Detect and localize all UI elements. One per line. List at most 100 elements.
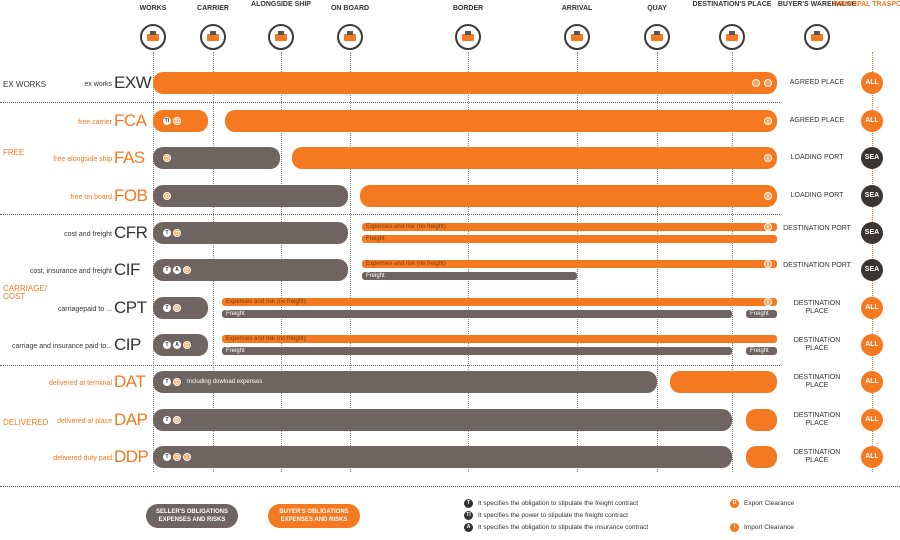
row-code-cpt: CPT [114, 298, 147, 317]
transport-badge-cfr: SEA [861, 222, 883, 244]
import-mark-fob: I [764, 192, 772, 200]
bar-cif-risk-label: Expenses and risk (no freight) [366, 261, 446, 267]
crane-icon-body [275, 34, 287, 41]
column-title-arrival: ARRIVAL [561, 5, 593, 12]
crane-icon-top [654, 31, 660, 35]
bar-fca-buyer [225, 110, 777, 132]
legend-export-icon: D [730, 499, 739, 508]
clearance-mark-cip-3: D [183, 341, 191, 349]
delivery-place-fob: LOADING PORT [790, 192, 844, 199]
bar-fob-seller [153, 185, 348, 207]
row-name-fca: free carrier [78, 119, 112, 126]
column-guide-onboard [350, 52, 351, 472]
bar-cif-seller [153, 259, 348, 281]
row-code-ddp: DDP [114, 447, 149, 466]
clearance-mark-cpt-1: T [163, 304, 171, 312]
column-title-carrier: CARRIER [197, 5, 229, 12]
transport-badge-fca: ALL [861, 110, 883, 132]
truck-loading-icon-top [210, 31, 216, 35]
delivery-place-exw: AGREED PLACE [789, 79, 845, 86]
legend-seller: SELLER'S OBLIGATIONS EXPENSES AND RISKS [146, 504, 238, 528]
clearance-mark-exw-d [752, 79, 760, 87]
delivery-place-dat: DESTINATION PLACE [793, 374, 841, 389]
row-name-exw: ex works [84, 81, 112, 88]
warehouse-icon-body [811, 34, 823, 41]
row-code-dap: DAP [114, 410, 148, 429]
truck-loading-icon [200, 24, 226, 50]
bar-cfr-freight [362, 235, 777, 243]
row-code-cip: CIP [114, 335, 141, 354]
row-name-cfr: cost and freight [64, 231, 112, 238]
clearance-mark-fob-1: D [163, 192, 171, 200]
warehouse-icon [804, 24, 830, 50]
target-icon [719, 24, 745, 50]
clearance-mark-fca-1: TI [163, 117, 171, 125]
bar-cif-freight-label: Freight [366, 273, 385, 279]
bar-dap-seller [153, 409, 732, 431]
legend-buyer-text: BUYER'S OBLIGATIONS EXPENSES AND RISKS [279, 509, 349, 523]
factory-icon [140, 24, 166, 50]
clearance-mark-cip-2: A [173, 341, 181, 349]
bar-cfr-risk-label: Expenses and risk (no freight) [366, 224, 446, 230]
factory-icon-body [147, 34, 159, 41]
bar-dap-buyer [746, 409, 777, 431]
row-code-fob: FOB [114, 186, 148, 205]
clearance-mark-ddp-1: T [163, 453, 171, 461]
row-code-exw: EXW [114, 73, 152, 92]
transport-badge-cip: ALL [861, 334, 883, 356]
column-title-quay: QUAY [647, 5, 667, 12]
clearance-mark-dat-2: D [173, 378, 181, 386]
bar-cip-freight2-label: Freight [750, 348, 769, 354]
column-guide-works [153, 52, 154, 472]
column-title-alongside: ALONGSIDE SHIP [251, 1, 311, 8]
group-separator-1 [0, 102, 780, 103]
ship-arrival-icon [564, 24, 590, 50]
row-code-dat: DAT [114, 372, 146, 391]
legend-note-3: It specifies the obligation to stipulate… [478, 524, 649, 531]
border-icon [455, 24, 481, 50]
transport-badge-dap: ALL [861, 409, 883, 431]
border-icon-body [462, 34, 474, 41]
clearance-mark-fas-1: D [163, 154, 171, 162]
bar-fas-buyer [292, 147, 777, 169]
legend-export-text: Export Clearance [744, 500, 795, 507]
delivery-place-cfr: DESTINATION PORT [783, 225, 851, 232]
group-separator-2 [0, 214, 780, 215]
column-title-works: WORKS [139, 5, 167, 12]
factory-icon-top [150, 31, 156, 35]
clearance-mark-cif-2: A [173, 266, 181, 274]
column-title-onboard: ON BOARD [330, 5, 370, 12]
bar-cfr-freight-label: Freight [366, 236, 385, 242]
transport-badge-ddp: ALL [861, 446, 883, 468]
row-name-cip: carriage and insurance paid to... [11, 343, 112, 350]
row-name-dap: delivered at place [57, 418, 112, 425]
row-code-cfr: CFR [114, 223, 148, 242]
bar-cfr-seller [153, 222, 348, 244]
crane-icon [644, 24, 670, 50]
bar-dat-buyer [670, 371, 777, 393]
clearance-mark-cfr-1: T [163, 229, 171, 237]
bar-cif-freight [362, 272, 577, 280]
bar-cpt-freight2-label: Freight [750, 311, 769, 317]
legend-import-icon: I [730, 523, 739, 532]
bar-fob-buyer [360, 185, 777, 207]
row-name-cpt: carriagepaid to ... [57, 306, 112, 313]
import-mark-fca: I [764, 117, 772, 125]
clearance-mark-fca-2: D [173, 117, 181, 125]
bar-dat-seller [153, 371, 657, 393]
clearance-mark-cif-3: D [183, 266, 191, 274]
clearance-mark-dat-1: T [163, 378, 171, 386]
row-name-cif: cost, insurance and freight [29, 268, 112, 275]
column-title-destination: DESTINATION'S PLACE [692, 1, 772, 8]
truck-loading-icon-body [207, 34, 219, 41]
row-name-fob: free on board [70, 194, 112, 201]
clearance-mark-cif-1: T [163, 266, 171, 274]
transport-badge-fob: SEA [861, 185, 883, 207]
target-icon-top [729, 31, 735, 35]
import-mark-cfr: I [764, 223, 772, 231]
clearance-mark-ddp-3: I [183, 453, 191, 461]
legend-note-1: It specifies the obligation to stipulate… [478, 500, 639, 507]
